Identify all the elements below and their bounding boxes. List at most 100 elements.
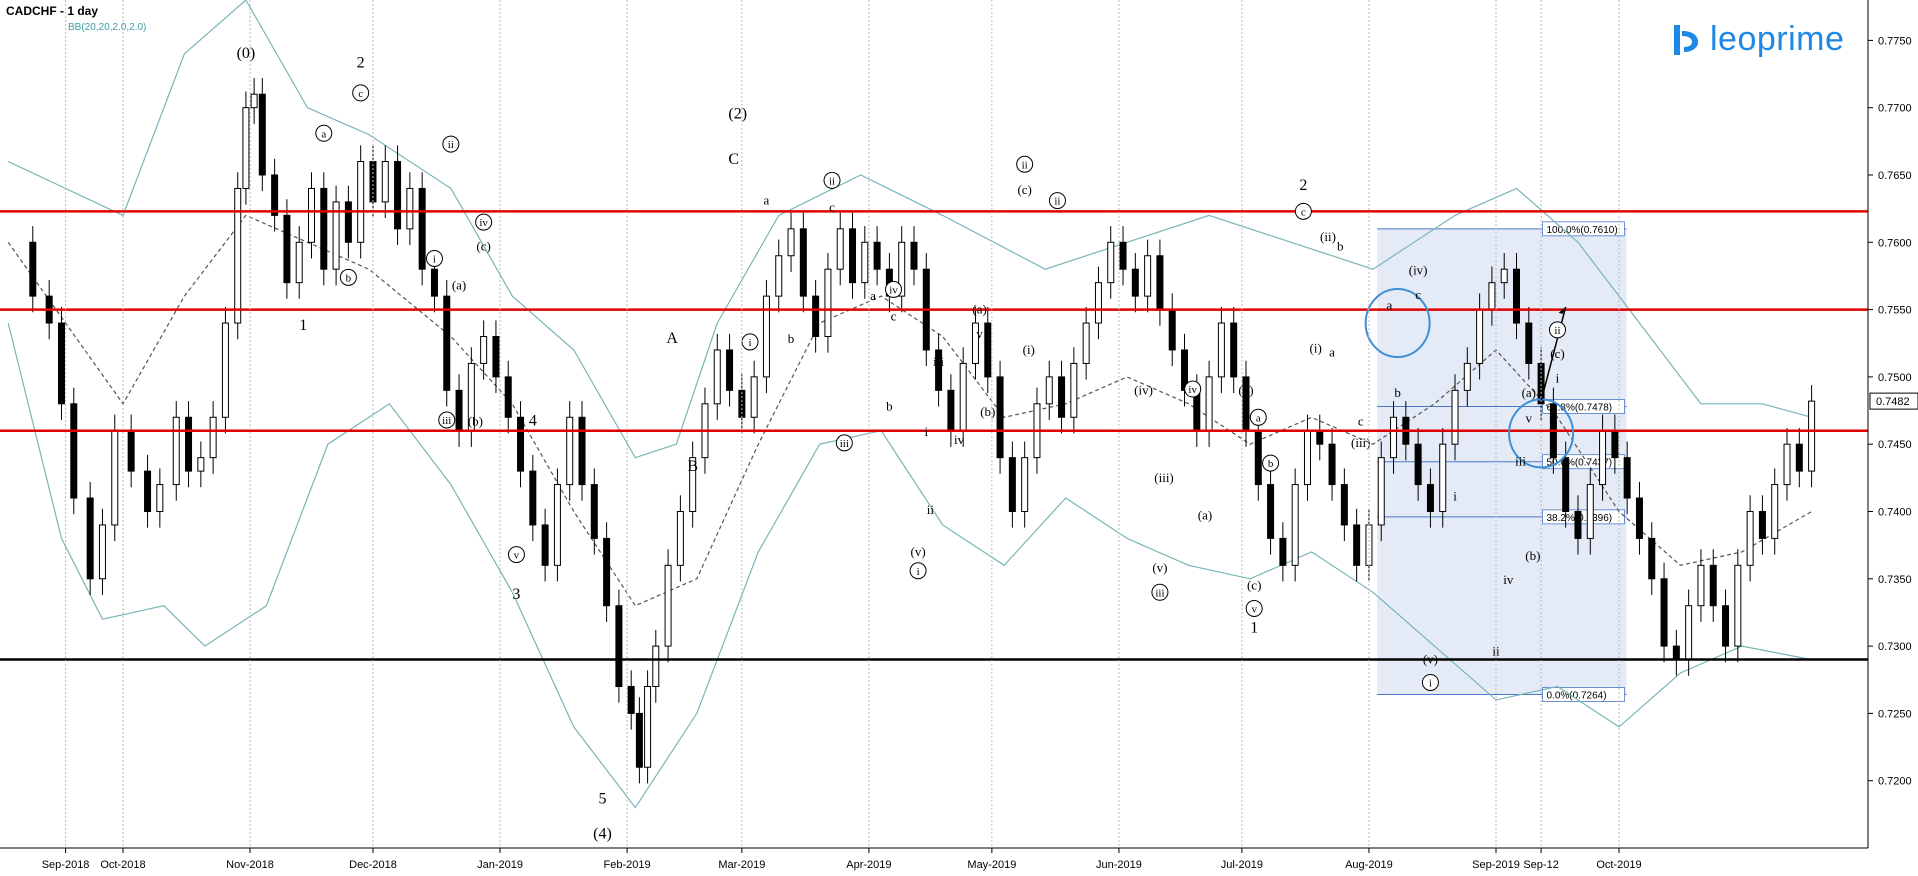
wave-label-circle: [835, 434, 853, 452]
candle-down: [492, 336, 500, 378]
wave-label-circle: [1262, 454, 1280, 472]
candle-up: [1291, 484, 1299, 566]
candle-up: [1771, 484, 1779, 539]
bollinger-upper-band: [7, 0, 1812, 459]
wave-label: a: [870, 288, 876, 303]
y-tick-label: 0.7500: [1878, 372, 1912, 384]
candle-down: [1537, 362, 1545, 405]
y-tick-label: 0.7250: [1878, 708, 1912, 720]
candle-down: [455, 389, 463, 432]
y-tick-label: 0.7750: [1878, 35, 1912, 47]
wave-label: a: [1256, 412, 1261, 424]
candle-down: [1254, 430, 1262, 486]
candle-up: [664, 564, 672, 647]
candle-up: [861, 241, 869, 284]
wave-label-circle: [339, 268, 357, 286]
candle-up: [836, 228, 844, 270]
wave-label-circle: [475, 213, 493, 231]
candle-up: [676, 510, 684, 566]
fib-label-box: [1542, 221, 1625, 237]
candle-down: [283, 214, 291, 284]
wave-label: (i): [1310, 341, 1322, 356]
candle-up: [824, 268, 832, 338]
wave-label: (2): [728, 105, 747, 122]
wave-label: 2: [357, 54, 365, 71]
fib-label-box: [1542, 509, 1625, 525]
candle-down: [185, 416, 193, 472]
candle-up: [1217, 322, 1225, 378]
candle-up: [762, 295, 770, 378]
wave-label: ii: [1492, 644, 1500, 659]
x-tick-label: Mar-2019: [718, 859, 765, 871]
candle-down: [541, 524, 549, 566]
wave-label: iii: [840, 438, 849, 450]
y-tick-label: 0.7600: [1878, 237, 1912, 249]
candle-up: [295, 241, 303, 284]
wave-label: c: [1358, 413, 1364, 428]
y-tick-label: 0.7700: [1878, 103, 1912, 115]
wave-label-circle: [1249, 408, 1267, 426]
candle-down: [70, 403, 78, 499]
wave-label: (iii): [1154, 470, 1174, 485]
wave-label: 5: [599, 791, 607, 808]
wave-label: (v): [911, 544, 926, 559]
wave-label: B: [687, 458, 698, 475]
candle-up: [1082, 322, 1090, 364]
wave-label: iv: [479, 217, 488, 229]
candle-down: [1660, 578, 1668, 647]
candle-up: [566, 416, 574, 486]
wave-label-circle: [1294, 202, 1312, 220]
wave-label: i: [917, 566, 920, 578]
last-price-box: [1869, 392, 1918, 410]
candle-down: [1316, 430, 1324, 445]
candle-up: [644, 685, 652, 768]
wave-label: c: [891, 308, 897, 323]
bollinger-middle-band: [7, 214, 1812, 607]
y-tick-label: 0.7350: [1878, 574, 1912, 586]
candle-down: [271, 174, 279, 216]
x-tick-label: Jan-2019: [477, 859, 523, 871]
wave-label: b: [1337, 238, 1344, 253]
candle-up: [332, 201, 340, 270]
candle-up: [242, 107, 250, 189]
candle-up: [480, 336, 488, 364]
wave-label: i: [1556, 370, 1560, 385]
candle-down: [1635, 497, 1643, 539]
wave-label: ii: [448, 139, 454, 151]
wave-label-circle: [442, 135, 460, 153]
wave-label: ii: [1554, 325, 1560, 337]
candle-down: [1267, 484, 1275, 539]
wave-label: (4): [593, 826, 612, 843]
y-tick-label: 0.7200: [1878, 776, 1912, 788]
fib-label: 61.8%(0.7478): [1547, 403, 1613, 414]
wave-label: (a): [972, 302, 986, 317]
candle-down: [1058, 376, 1066, 418]
wave-label: v: [514, 550, 520, 562]
candle-up: [221, 322, 229, 418]
wave-label: a: [1387, 298, 1393, 313]
candle-down: [603, 537, 611, 607]
y-tick-label: 0.7300: [1878, 641, 1912, 653]
wave-label: (b): [468, 413, 483, 428]
candle-down: [86, 497, 94, 580]
wave-label: i: [1429, 677, 1432, 689]
candle-up: [1808, 400, 1816, 472]
wave-label-circle: [507, 546, 525, 564]
candle-down: [1795, 443, 1803, 472]
wave-label: 4: [529, 412, 537, 429]
wave-label: b: [886, 399, 893, 414]
chart-title: CADCHF - 1 day: [6, 4, 99, 18]
wave-label: (c): [1017, 182, 1031, 197]
wave-label: ii: [1022, 159, 1028, 171]
wave-label: ii: [1054, 196, 1060, 208]
wave-label: (b): [1238, 382, 1253, 397]
candle-up: [1488, 282, 1496, 311]
wave-label: 3: [512, 586, 520, 603]
candle-down: [1131, 268, 1139, 297]
candle-up: [1390, 416, 1398, 459]
candle-up: [406, 187, 414, 230]
wave-label: ii: [927, 502, 935, 517]
candle-up: [1070, 362, 1078, 418]
wave-label: (iv): [1134, 382, 1153, 397]
